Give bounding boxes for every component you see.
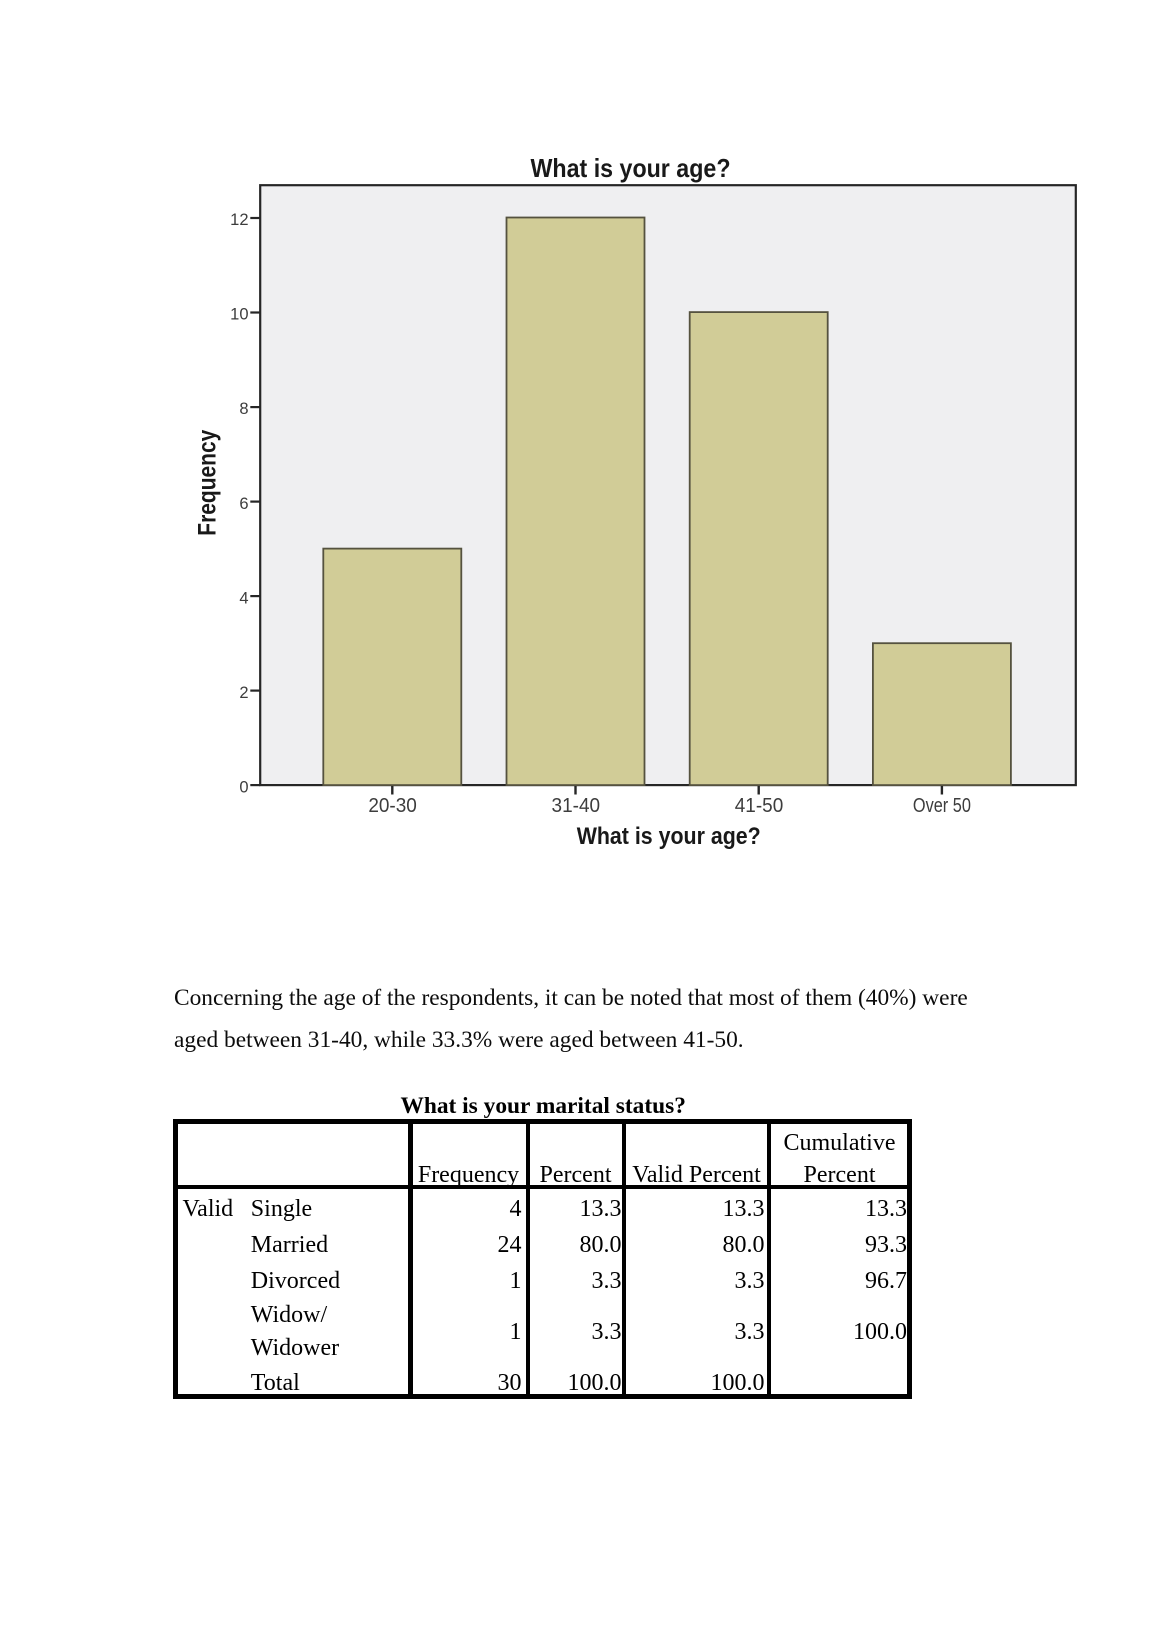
svg-text:31-40: 31-40 [552, 795, 601, 817]
svg-text:2: 2 [239, 684, 248, 702]
svg-text:6: 6 [239, 495, 248, 513]
svg-text:Frequency: Frequency [194, 430, 222, 536]
svg-text:41-50: 41-50 [735, 795, 784, 817]
svg-text:What is your age?: What is your age? [531, 153, 731, 183]
svg-text:10: 10 [230, 306, 248, 324]
svg-text:20-30: 20-30 [368, 795, 417, 817]
svg-text:Over 50: Over 50 [913, 795, 971, 817]
svg-text:What is your age?: What is your age? [577, 823, 761, 850]
svg-text:12: 12 [230, 211, 248, 229]
svg-text:0: 0 [239, 778, 248, 796]
svg-text:4: 4 [239, 589, 248, 607]
svg-text:8: 8 [239, 400, 248, 418]
